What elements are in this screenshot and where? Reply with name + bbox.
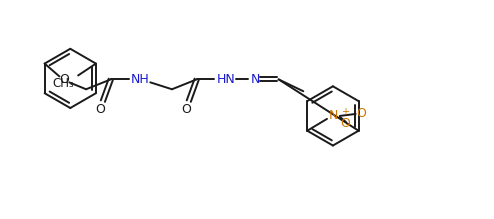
- Text: O: O: [95, 102, 105, 115]
- Text: O: O: [357, 108, 367, 120]
- Text: O: O: [59, 73, 69, 86]
- Text: N: N: [329, 110, 338, 122]
- Text: O: O: [340, 117, 350, 130]
- Text: NH: NH: [131, 73, 150, 86]
- Text: HN: HN: [217, 73, 236, 86]
- Text: +: +: [341, 107, 349, 117]
- Text: ⁻: ⁻: [344, 121, 351, 134]
- Text: CH₃: CH₃: [52, 77, 74, 90]
- Text: N: N: [251, 73, 261, 86]
- Text: O: O: [181, 102, 191, 115]
